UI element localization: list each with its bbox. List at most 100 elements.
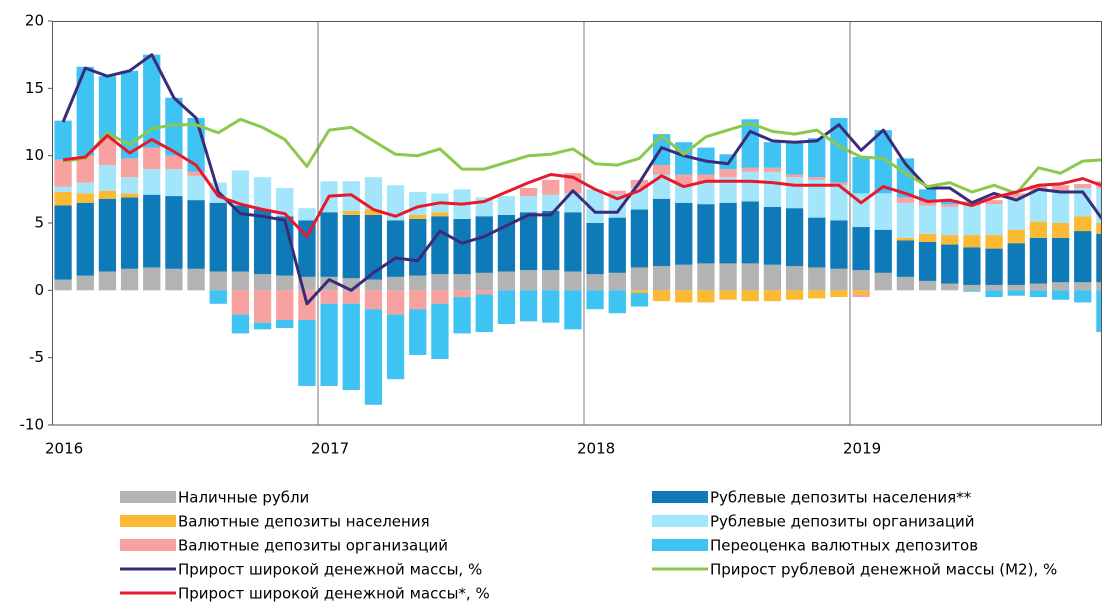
- bar-segment: [874, 272, 892, 291]
- bar-segment: [76, 182, 94, 194]
- bar-segment: [165, 169, 183, 197]
- bar-segment: [409, 218, 427, 276]
- bar-segment: [719, 169, 737, 178]
- bar-segment: [785, 290, 804, 300]
- bar-segment: [763, 142, 782, 168]
- bar-segment: [187, 171, 205, 176]
- bar-segment: [76, 275, 94, 291]
- bar-segment: [852, 157, 870, 194]
- bar-segment: [209, 202, 227, 272]
- bar-segment: [630, 293, 649, 307]
- bar-segment: [542, 194, 560, 211]
- bar-segment: [808, 267, 826, 291]
- bar-segment: [409, 290, 427, 310]
- bar-segment: [652, 198, 671, 267]
- bar-segment: [741, 263, 759, 291]
- bar-segment: [963, 284, 981, 291]
- bar-segment: [785, 174, 804, 178]
- bar-segment: [120, 70, 139, 159]
- bar-segment: [76, 155, 94, 183]
- legend-swatch: [120, 515, 176, 527]
- bar-segment: [409, 275, 427, 291]
- bar-segment: [542, 179, 560, 195]
- bar-segment: [1074, 290, 1092, 303]
- bar-segment: [165, 196, 183, 269]
- y-tick-label: -5: [29, 348, 44, 366]
- bar-segment: [1007, 193, 1025, 198]
- bar-segment: [54, 279, 72, 291]
- bar-segment: [54, 120, 72, 160]
- bar-segment: [852, 227, 870, 271]
- legend-swatch: [652, 491, 708, 503]
- bar-segment: [1096, 233, 1102, 283]
- bar-segment: [54, 159, 72, 187]
- bar-segment: [763, 264, 782, 291]
- bar-segment: [1051, 282, 1070, 291]
- bar-segment: [54, 205, 72, 280]
- bar-segment: [98, 165, 117, 191]
- bar-segment: [253, 274, 272, 291]
- bar-segment: [630, 290, 649, 294]
- bar-segment: [276, 290, 294, 320]
- bar-segment: [963, 290, 981, 292]
- bar-segment: [918, 205, 937, 234]
- bar-segment: [564, 193, 582, 213]
- bar-segment: [431, 216, 449, 275]
- bar-segment: [697, 204, 715, 264]
- bar-segment: [963, 235, 981, 248]
- bar-segment: [453, 290, 471, 298]
- bar-segment: [409, 309, 427, 355]
- bar-segment: [187, 175, 205, 201]
- bar-segment: [741, 167, 759, 172]
- bar-segment: [298, 208, 316, 221]
- bar-segment: [808, 179, 826, 218]
- bar-segment: [963, 205, 981, 236]
- bar-segment: [364, 214, 383, 280]
- bar-segment: [342, 303, 360, 390]
- bar-segment: [231, 290, 250, 315]
- bar-segment: [941, 283, 959, 291]
- bar-segment: [741, 119, 759, 168]
- bar-segment: [453, 297, 471, 334]
- bar-segment: [98, 198, 117, 272]
- bar-segment: [1029, 283, 1048, 291]
- bar-segment: [1007, 243, 1025, 285]
- legend-label: Переоценка валютных депозитов: [710, 537, 978, 555]
- bar-segment: [253, 290, 272, 323]
- bar-segment: [386, 314, 405, 380]
- bar-segment: [364, 209, 383, 215]
- bar-segment: [985, 200, 1003, 205]
- bar-segment: [719, 290, 737, 300]
- bar-segment: [785, 208, 804, 267]
- bar-segment: [386, 276, 405, 291]
- bar-segment: [941, 235, 959, 245]
- bar-segment: [675, 183, 693, 203]
- bar-segment: [830, 220, 848, 269]
- bar-segment: [852, 270, 870, 291]
- bar-segment: [320, 290, 338, 304]
- bar-segment: [120, 193, 139, 198]
- bar-segment: [187, 200, 205, 269]
- bar-segment: [941, 244, 959, 284]
- bar-segment: [1096, 187, 1102, 223]
- bar-segment: [1096, 282, 1102, 291]
- bar-segment: [1007, 284, 1025, 291]
- bar-segment: [830, 185, 848, 221]
- bar-segment: [852, 294, 870, 298]
- bar-segment: [586, 290, 604, 310]
- bar-segment: [785, 142, 804, 175]
- bar-segment: [276, 187, 294, 217]
- bar-segment: [985, 248, 1003, 285]
- bar-segment: [1074, 282, 1092, 291]
- legend-label: Валютные депозиты населения: [178, 513, 430, 531]
- bar-segment: [918, 280, 937, 291]
- bar-segment: [586, 274, 604, 291]
- bar-segment: [985, 235, 1003, 249]
- bar-segment: [1029, 221, 1048, 238]
- bar-segment: [320, 303, 338, 386]
- bar-segment: [364, 177, 383, 210]
- bar-segment: [209, 271, 227, 291]
- bar-segment: [985, 204, 1003, 236]
- bar-segment: [165, 155, 183, 170]
- bar-segment: [542, 270, 560, 291]
